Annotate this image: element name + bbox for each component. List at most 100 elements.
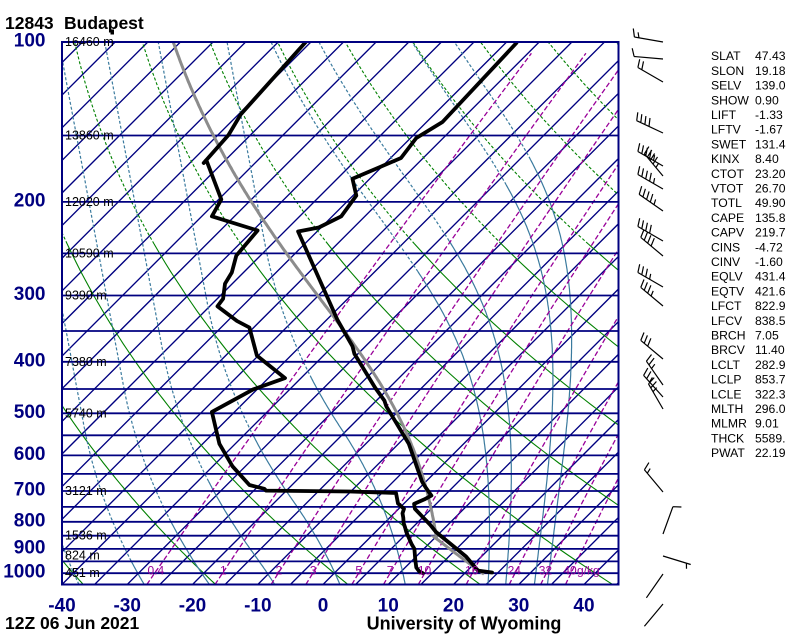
svg-text:322.3: 322.3 bbox=[755, 387, 786, 401]
svg-text:SLON: SLON bbox=[711, 64, 744, 78]
svg-text:22.19: 22.19 bbox=[755, 446, 786, 460]
svg-text:20: 20 bbox=[443, 596, 464, 617]
svg-text:2: 2 bbox=[275, 564, 282, 578]
svg-text:-1.60: -1.60 bbox=[755, 255, 783, 269]
svg-text:5: 5 bbox=[355, 564, 362, 578]
svg-text:12Z 06 Jun 2021: 12Z 06 Jun 2021 bbox=[5, 613, 140, 633]
svg-text:-20: -20 bbox=[179, 596, 206, 617]
svg-text:BRCV: BRCV bbox=[711, 343, 746, 357]
svg-text:LCLP: LCLP bbox=[711, 373, 742, 387]
svg-text:600: 600 bbox=[14, 444, 46, 465]
svg-text:282.9: 282.9 bbox=[755, 358, 786, 372]
svg-text:400: 400 bbox=[14, 350, 46, 371]
svg-text:10: 10 bbox=[378, 596, 399, 617]
svg-text:824 m: 824 m bbox=[65, 548, 100, 562]
svg-text:TOTL: TOTL bbox=[711, 196, 742, 210]
svg-text:7.05: 7.05 bbox=[755, 329, 779, 343]
svg-text:431.4: 431.4 bbox=[755, 270, 786, 284]
svg-text:219.7: 219.7 bbox=[755, 226, 786, 240]
svg-text:26.70: 26.70 bbox=[755, 182, 786, 196]
svg-text:40: 40 bbox=[573, 596, 594, 617]
svg-text:-40: -40 bbox=[48, 596, 75, 617]
svg-text:1000: 1000 bbox=[3, 562, 45, 583]
svg-text:EQTV: EQTV bbox=[711, 284, 745, 298]
svg-text:-30: -30 bbox=[113, 596, 140, 617]
svg-text:12843: 12843 bbox=[5, 13, 54, 33]
svg-text:PWAT: PWAT bbox=[711, 446, 745, 460]
svg-text:16: 16 bbox=[465, 564, 479, 578]
svg-text:VTOT: VTOT bbox=[711, 182, 744, 196]
svg-text:5740 m: 5740 m bbox=[65, 406, 107, 420]
svg-text:THCK: THCK bbox=[711, 431, 744, 445]
svg-text:BRCH: BRCH bbox=[711, 329, 746, 343]
svg-text:0.90: 0.90 bbox=[755, 93, 779, 107]
svg-text:-10: -10 bbox=[244, 596, 271, 617]
svg-text:KINX: KINX bbox=[711, 152, 739, 166]
svg-text:10590 m: 10590 m bbox=[65, 246, 114, 260]
svg-text:0: 0 bbox=[318, 596, 329, 617]
svg-text:900: 900 bbox=[14, 537, 46, 558]
svg-text:700: 700 bbox=[14, 480, 46, 501]
svg-text:CINV: CINV bbox=[711, 255, 741, 269]
svg-text:838.5: 838.5 bbox=[755, 314, 786, 328]
svg-text:30: 30 bbox=[508, 596, 529, 617]
svg-text:451 m: 451 m bbox=[65, 566, 100, 580]
svg-text:8.40: 8.40 bbox=[755, 152, 779, 166]
svg-text:300: 300 bbox=[14, 284, 46, 305]
svg-text:3121 m: 3121 m bbox=[65, 484, 107, 498]
svg-text:16460 m: 16460 m bbox=[65, 35, 114, 49]
svg-text:-4.72: -4.72 bbox=[755, 240, 783, 254]
svg-text:9390 m: 9390 m bbox=[65, 289, 107, 303]
svg-text:49.90: 49.90 bbox=[755, 196, 786, 210]
svg-text:LIFT: LIFT bbox=[711, 108, 737, 122]
svg-text:24: 24 bbox=[508, 564, 522, 578]
svg-text:MLTH: MLTH bbox=[711, 402, 743, 416]
svg-text:LFCT: LFCT bbox=[711, 299, 742, 313]
svg-text:LCLE: LCLE bbox=[711, 387, 742, 401]
svg-text:100: 100 bbox=[14, 31, 46, 52]
svg-text:CAPV: CAPV bbox=[711, 226, 745, 240]
svg-text:0.4: 0.4 bbox=[147, 564, 164, 578]
svg-text:SLAT: SLAT bbox=[711, 49, 741, 63]
svg-text:CTOT: CTOT bbox=[711, 167, 745, 181]
svg-text:800: 800 bbox=[14, 510, 46, 531]
svg-text:11.40: 11.40 bbox=[755, 343, 785, 357]
svg-text:LCLT: LCLT bbox=[711, 358, 740, 372]
svg-text:Budapest: Budapest bbox=[64, 13, 144, 33]
svg-text:23.20: 23.20 bbox=[755, 167, 786, 181]
svg-text:10: 10 bbox=[418, 564, 432, 578]
svg-text:421.6: 421.6 bbox=[755, 284, 786, 298]
svg-text:EQLV: EQLV bbox=[711, 270, 743, 284]
svg-text:19.18: 19.18 bbox=[755, 64, 786, 78]
svg-text:LFTV: LFTV bbox=[711, 123, 742, 137]
svg-text:5589.: 5589. bbox=[755, 431, 786, 445]
svg-text:MLMR: MLMR bbox=[711, 417, 747, 431]
svg-text:139.0: 139.0 bbox=[755, 79, 786, 93]
svg-text:7380 m: 7380 m bbox=[65, 355, 107, 369]
svg-text:13860 m: 13860 m bbox=[65, 129, 114, 143]
svg-text:-1.67: -1.67 bbox=[755, 123, 783, 137]
svg-text:135.8: 135.8 bbox=[755, 211, 786, 225]
svg-text:131.4: 131.4 bbox=[755, 137, 786, 151]
svg-text:32: 32 bbox=[539, 564, 553, 578]
svg-text:SELV: SELV bbox=[711, 79, 742, 93]
svg-text:-1.33: -1.33 bbox=[755, 108, 783, 122]
svg-text:University of Wyoming: University of Wyoming bbox=[367, 614, 562, 634]
svg-text:CINS: CINS bbox=[711, 240, 740, 254]
svg-text:47.43: 47.43 bbox=[755, 49, 786, 63]
svg-text:LFCV: LFCV bbox=[711, 314, 743, 328]
svg-text:1: 1 bbox=[220, 564, 227, 578]
svg-text:7: 7 bbox=[387, 564, 394, 578]
svg-text:1536 m: 1536 m bbox=[65, 529, 107, 543]
svg-text:9.01: 9.01 bbox=[755, 417, 779, 431]
svg-text:SHOW: SHOW bbox=[711, 93, 749, 107]
svg-text:853.7: 853.7 bbox=[755, 373, 786, 387]
svg-text:12020 m: 12020 m bbox=[65, 195, 114, 209]
svg-text:g/kg: g/kg bbox=[577, 564, 600, 578]
svg-text:500: 500 bbox=[14, 402, 46, 423]
svg-text:822.9: 822.9 bbox=[755, 299, 786, 313]
svg-text:SWET: SWET bbox=[711, 137, 747, 151]
svg-text:40: 40 bbox=[563, 564, 577, 578]
svg-text:200: 200 bbox=[14, 190, 46, 211]
svg-text:3: 3 bbox=[310, 564, 317, 578]
